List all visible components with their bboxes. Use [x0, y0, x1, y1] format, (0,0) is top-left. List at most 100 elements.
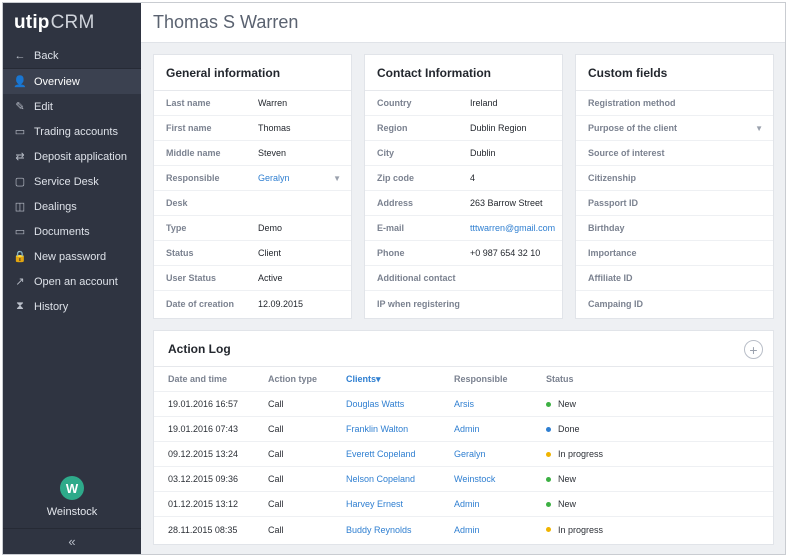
- cell-date: 19.01.2016 16:57: [168, 399, 239, 409]
- sidebar-item-open-an-account[interactable]: ↗ Open an account: [3, 269, 141, 294]
- user-icon: 👤: [13, 76, 27, 88]
- collapse-sidebar-button[interactable]: «: [3, 528, 141, 554]
- field-label: User Status: [166, 273, 217, 283]
- cell-status: Done: [546, 424, 666, 434]
- dropdown-caret-icon[interactable]: ▼: [755, 123, 763, 133]
- cell-client-link[interactable]: Nelson Copeland: [346, 474, 416, 484]
- field-user-status: User Status Active: [154, 266, 351, 291]
- field-label: Middle name: [166, 148, 221, 158]
- cell-client-link[interactable]: Franklin Walton: [346, 424, 409, 434]
- general-information-card: General information Last name Warren First…: [153, 54, 352, 319]
- cell-responsible-link[interactable]: Geralyn: [454, 449, 486, 459]
- field-value[interactable]: Geralyn: [258, 173, 290, 183]
- arrow-left-icon: ←: [14, 49, 26, 62]
- add-action-button[interactable]: +: [744, 340, 763, 359]
- status-label: New: [558, 474, 577, 484]
- field-value: Active: [258, 273, 283, 283]
- field-additional-contact: Additional contact: [365, 266, 562, 291]
- cell-status: New: [546, 474, 666, 484]
- table-row: 19.01.2016 07:43 Call Franklin Walton Admin…: [154, 417, 773, 442]
- field-status: Status Client: [154, 241, 351, 266]
- cell-client-link[interactable]: Douglas Watts: [346, 399, 405, 409]
- field-source-of-interest: Source of interest: [576, 141, 773, 166]
- plus-icon: +: [749, 341, 758, 358]
- column-header-action-type[interactable]: Action type: [268, 374, 318, 384]
- logo-crm: CRM: [50, 12, 95, 33]
- sidebar: utip CRM ← Back 👤 Overview ✎ Edit ▭ Trading ac…: [3, 3, 141, 554]
- logo: utip CRM: [3, 3, 141, 43]
- field-label: Importance: [588, 248, 637, 258]
- cell-client-link[interactable]: Harvey Ernest: [346, 499, 404, 509]
- field-label: Date of creation: [166, 298, 235, 309]
- column-header-clients[interactable]: Clients▾: [346, 373, 381, 384]
- cell-action-type: Call: [268, 399, 284, 409]
- status-dot-icon: [546, 451, 551, 457]
- sidebar-item-history[interactable]: ⧗ History: [3, 294, 141, 319]
- field-purpose-of-the-client[interactable]: Purpose of the client ▼: [576, 116, 773, 141]
- table-row: 03.12.2015 09:36 Call Nelson Copeland Weins…: [154, 467, 773, 492]
- cell-status: In progress: [546, 525, 666, 535]
- field-type: Type Demo: [154, 216, 351, 241]
- field-responsible[interactable]: Responsible Geralyn ▼: [154, 166, 351, 191]
- cell-date: 28.11.2015 08:35: [168, 524, 238, 535]
- field-citizenship: Citizenship: [576, 166, 773, 191]
- cell-status: In progress: [546, 449, 666, 459]
- cell-client-link[interactable]: Buddy Reynolds: [346, 524, 412, 535]
- column-header-date[interactable]: Date and time: [168, 374, 228, 384]
- field-label: Campaing ID: [588, 298, 644, 309]
- sidebar-menu: 👤 Overview ✎ Edit ▭ Trading accounts ⇄ Deposit …: [3, 69, 141, 319]
- cell-status: New: [546, 499, 666, 509]
- cell-responsible-link[interactable]: Admin: [454, 524, 480, 535]
- back-button[interactable]: ← Back: [3, 43, 141, 69]
- sidebar-item-service-desk[interactable]: ▢ Service Desk: [3, 169, 141, 194]
- status-dot-icon: [546, 476, 551, 482]
- table-header: Date and time Action type Clients▾ Respo…: [154, 367, 773, 392]
- field-value: Steven: [258, 148, 287, 158]
- cell-client-link[interactable]: Everett Copeland: [346, 449, 416, 459]
- field-label: Desk: [166, 198, 188, 208]
- card-title: Contact Information: [365, 55, 562, 91]
- sidebar-item-dealings[interactable]: ◫ Dealings: [3, 194, 141, 219]
- custom-fields-card: Custom fields Registration method Purpose…: [575, 54, 774, 319]
- field-phone: Phone +0 987 654 32 10: [365, 241, 562, 266]
- table-row: 01.12.2015 13:12 Call Harvey Ernest Admin Ne…: [154, 492, 773, 517]
- cell-responsible-link[interactable]: Admin: [454, 424, 480, 434]
- column-header-responsible[interactable]: Responsible: [454, 374, 508, 384]
- cell-responsible-link[interactable]: Admin: [454, 499, 480, 509]
- field-label: Registration method: [588, 98, 676, 108]
- field-passport-id: Passport ID: [576, 191, 773, 216]
- cell-status: New: [546, 399, 666, 409]
- status-dot-icon: [546, 426, 551, 432]
- column-header-status[interactable]: Status: [546, 374, 574, 384]
- field-first-name: First name Thomas: [154, 116, 351, 141]
- status-label: In progress: [558, 524, 604, 535]
- field-label: Region: [377, 123, 408, 133]
- dropdown-caret-icon[interactable]: ▼: [333, 173, 341, 183]
- sidebar-item-label: Deposit application: [34, 150, 127, 163]
- field-label: First name: [166, 123, 212, 133]
- status-dot-icon: [546, 401, 551, 407]
- sidebar-item-trading-accounts[interactable]: ▭ Trading accounts: [3, 119, 141, 144]
- page-title: Thomas S Warren: [153, 12, 299, 32]
- cell-responsible-link[interactable]: Arsis: [454, 399, 474, 409]
- sidebar-item-label: Service Desk: [34, 175, 99, 188]
- sidebar-item-edit[interactable]: ✎ Edit: [3, 94, 141, 119]
- field-label: City: [377, 148, 395, 158]
- cell-responsible-link[interactable]: Weinstock: [454, 474, 496, 484]
- field-value[interactable]: tttwarren@gmail.com: [470, 223, 556, 233]
- current-user[interactable]: W Weinstock: [3, 476, 141, 518]
- cell-date: 01.12.2015 13:12: [168, 499, 239, 509]
- status-dot-icon: [546, 501, 551, 507]
- field-value: Client: [258, 248, 282, 258]
- field-value: Warren: [258, 98, 288, 108]
- sidebar-item-new-password[interactable]: 🔒 New password: [3, 244, 141, 269]
- sidebar-item-documents[interactable]: ▭ Documents: [3, 219, 141, 244]
- external-link-icon: ↗: [15, 276, 25, 288]
- back-label: Back: [34, 49, 59, 62]
- field-value: 263 Barrow Street: [470, 198, 543, 208]
- sidebar-item-overview[interactable]: 👤 Overview: [3, 69, 141, 94]
- field-importance: Importance: [576, 241, 773, 266]
- sidebar-item-deposit-application[interactable]: ⇄ Deposit application: [3, 144, 141, 169]
- table-row: 28.11.2015 08:35 Call Buddy Reynolds Admin I…: [154, 517, 773, 542]
- avatar[interactable]: W: [60, 476, 84, 500]
